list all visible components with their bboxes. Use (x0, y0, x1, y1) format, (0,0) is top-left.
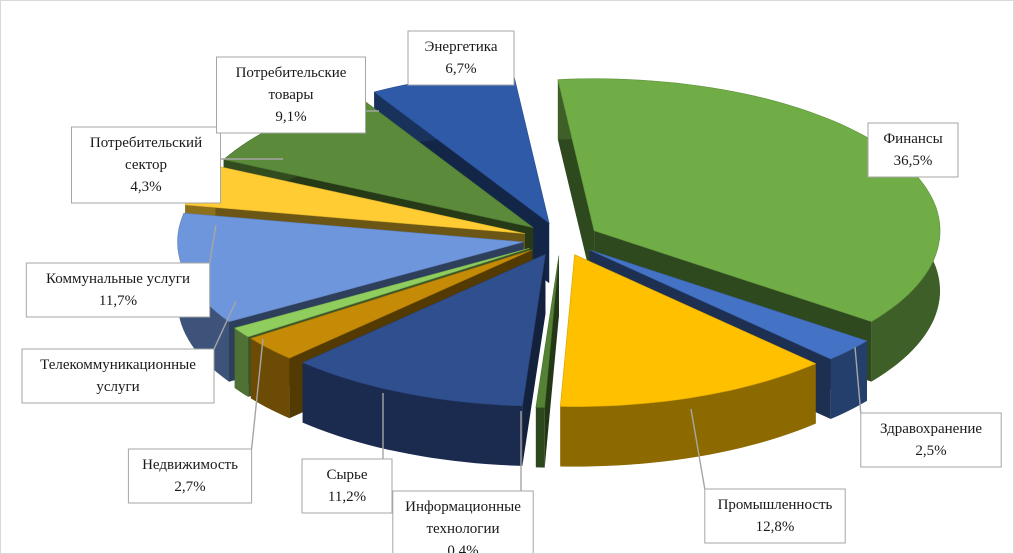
slice-rim (830, 340, 867, 419)
callout-leader (690, 408, 706, 490)
slice-rim (234, 328, 249, 397)
callout-leader (209, 224, 217, 264)
slice-label: 4,3% (130, 179, 161, 195)
slice-rim (535, 407, 545, 468)
slice-label: технологии (426, 521, 499, 537)
callout-box (71, 126, 221, 204)
slice-label: 11,7% (99, 293, 137, 309)
slice-label: 2,5% (915, 443, 946, 459)
slice-label: Промышленность (718, 497, 833, 513)
slice-label: Сырье (326, 467, 367, 483)
slice-label: 36,5% (894, 153, 933, 169)
slice-label: 2,7% (174, 479, 205, 495)
callout-box (867, 122, 959, 178)
slice-label: услуги (96, 379, 139, 395)
slice-rim (302, 362, 523, 466)
pie-slice-5 (301, 253, 546, 407)
slice-label: Потребительский (90, 135, 202, 151)
callout-box (407, 30, 515, 86)
callout-box (127, 448, 253, 504)
slice-rim (177, 213, 229, 382)
callout-leader (854, 346, 862, 414)
callout-box (301, 458, 393, 514)
callout-box (216, 56, 366, 134)
slice-label: 9,1% (275, 109, 306, 125)
slice-label: 6,7% (445, 61, 476, 77)
pie-slice-6 (250, 249, 533, 359)
slice-label: сектор (125, 157, 167, 173)
slice-label: 0,4% (447, 543, 478, 553)
slice-label: Потребительские (236, 65, 347, 81)
slice-label: Коммунальные услуги (46, 271, 190, 287)
slice-label: Телекоммуникационные (40, 357, 196, 373)
slice-label: 11,2% (328, 489, 366, 505)
callout-box (21, 348, 215, 404)
slice-label: Недвижимость (142, 457, 238, 473)
slice-label: товары (269, 87, 314, 103)
slice-rim (560, 363, 816, 467)
callout-leader (250, 338, 264, 450)
slice-label: Информационные (405, 499, 521, 515)
pie-slice-7 (233, 248, 530, 338)
pie-slice-4 (535, 255, 560, 408)
slice-label: 12,8% (756, 519, 795, 535)
pie-slice-3 (559, 254, 817, 407)
callout-box (392, 490, 534, 553)
callout-box (25, 262, 211, 318)
callout-box (704, 488, 846, 544)
pie-slice-2 (589, 249, 868, 360)
callout-box (860, 412, 1002, 468)
slice-label: Энергетика (424, 39, 497, 55)
callout-leader (213, 300, 237, 350)
slice-label: Финансы (883, 131, 942, 147)
slice-label: Здравохранение (880, 421, 982, 437)
